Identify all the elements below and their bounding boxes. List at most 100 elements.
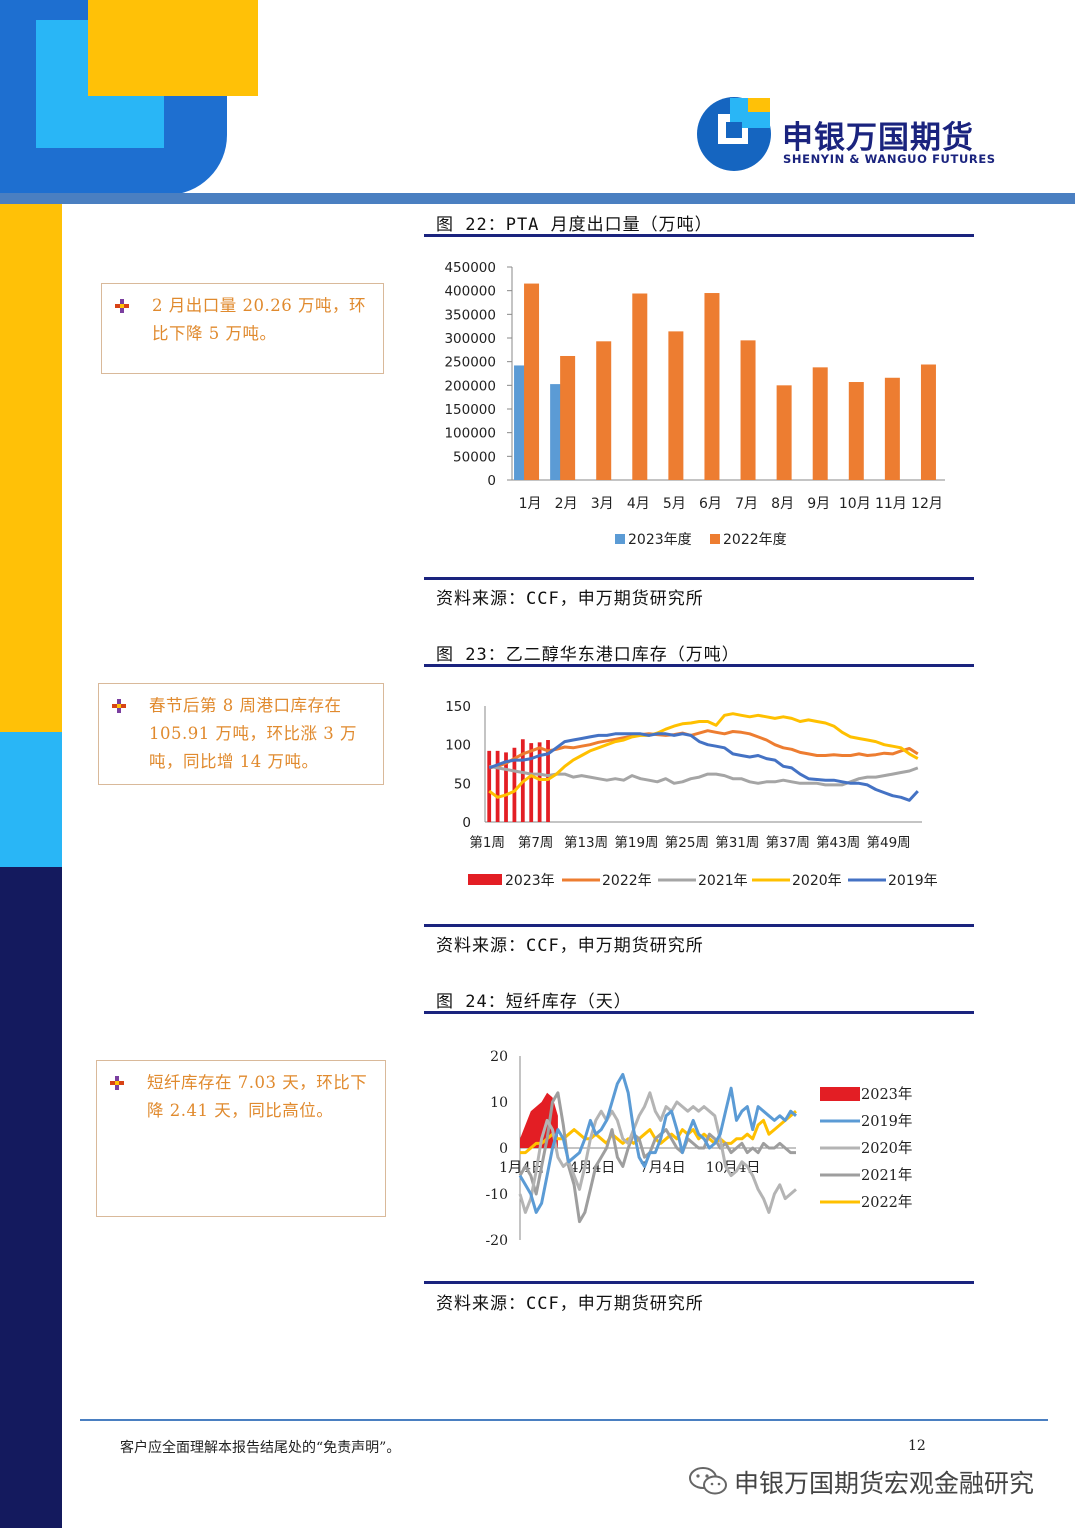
y-tick-label: 250000 [444, 355, 496, 371]
chart-pta-monthly-export: 0 50000 100000 150000 200000 250000 300000 3500… [444, 260, 945, 548]
legend-label: 2023年度 [628, 532, 692, 548]
x-tick-label: 4月4日 [569, 1160, 615, 1176]
x-tick-label: 7月 [735, 496, 758, 512]
figure-24-source: 资料来源：CCF，申万期货研究所 [436, 1294, 704, 1314]
legend-swatch [820, 1087, 860, 1101]
bar [529, 743, 534, 822]
bar [504, 752, 508, 822]
x-tick-label: 第25周 [665, 834, 709, 851]
legend-label: 2019年 [861, 1113, 912, 1130]
x-tick-label: 2月 [555, 496, 578, 512]
bar [560, 355, 576, 480]
bar [596, 341, 612, 480]
figure-22-bottom-rule [424, 577, 974, 580]
x-tick-label: 9月 [807, 496, 830, 512]
figure-24-bottom-rule [424, 1281, 974, 1284]
bar [537, 742, 542, 822]
legend-label: 2020年 [861, 1140, 912, 1157]
bar [740, 340, 756, 480]
chart-meg-port-inventory: 0 50 100 150 第1周 第7周 第13周 第19周 第25周 第31周 第37周 第43周第… [445, 699, 938, 889]
watermark-text: 申银万国期货宏观金融研究 [734, 1469, 1035, 1498]
y-tick-label: 450000 [444, 260, 496, 276]
figure-22-title: 图 22：PTA 月度出口量（万吨） [436, 215, 713, 235]
bullet-icon [110, 1076, 124, 1090]
x-tick-label: 第13周 [564, 834, 608, 851]
y-tick-label: -10 [485, 1187, 508, 1203]
series-line [488, 712, 919, 799]
x-tick-label: 第19周 [614, 834, 658, 851]
company-name-en: SHENYIN & WANGUO FUTURES [783, 152, 996, 166]
footer-watermark: 申银万国期货宏观金融研究 [688, 1462, 1058, 1502]
figure-23-callout: 春节后第 8 周港口库存在 105.91 万吨，环比涨 3 万吨，同比增 14 … [98, 683, 384, 785]
y-tick-label: 50 [454, 776, 471, 792]
callout-text: 短纤库存在 7.03 天，环比下降 2.41 天，同比高位。 [147, 1073, 368, 1120]
logo-mark-icon [697, 97, 771, 171]
series-line [518, 1091, 797, 1214]
y-tick-label: 100000 [444, 426, 496, 442]
legend-label: 2020年 [792, 873, 842, 889]
callout-text: 2 月出口量 20.26 万吨，环比下降 5 万吨。 [152, 296, 366, 343]
x-tick-label: 3月 [591, 496, 614, 512]
y-tick-label: 20 [490, 1049, 508, 1065]
figure-23-source: 资料来源：CCF，申万期货研究所 [436, 936, 704, 956]
figure-24-top-rule [424, 1011, 974, 1014]
legend-label: 2021年 [698, 873, 748, 889]
y-tick-label: 400000 [444, 284, 496, 300]
bar [776, 385, 792, 480]
bar [668, 331, 684, 480]
callout-text: 春节后第 8 周港口库存在 105.91 万吨，环比涨 3 万吨，同比增 14 … [149, 696, 357, 771]
figure-22-source: 资料来源：CCF，申万期货研究所 [436, 589, 704, 609]
side-stripe [0, 204, 62, 1528]
y-tick-label: 0 [462, 815, 471, 831]
legend-label: 2022年 [602, 873, 652, 889]
series-line [488, 729, 919, 770]
legend-label: 2022年 [861, 1194, 912, 1211]
legend-label: 2022年度 [723, 532, 787, 548]
x-tick-label: 11月 [875, 496, 907, 512]
bar [704, 293, 720, 480]
bullet-icon [115, 299, 129, 313]
x-tick-label: 4月 [627, 496, 650, 512]
y-tick-label: 10 [490, 1095, 508, 1111]
footer-rule [80, 1419, 1048, 1421]
x-tick-label: 第31周 [715, 834, 759, 851]
bar [487, 750, 492, 822]
x-tick-label: 6月 [699, 496, 722, 512]
x-tick-label: 1月4日 [499, 1160, 545, 1176]
bar [524, 283, 540, 480]
y-tick-label: 300000 [444, 331, 496, 347]
bar [495, 750, 500, 822]
figure-22-callout: 2 月出口量 20.26 万吨，环比下降 5 万吨。 [101, 283, 384, 374]
series-line [488, 732, 919, 802]
bar [812, 367, 828, 480]
legend-label: 2019年 [888, 873, 938, 889]
x-tick-label: 1月 [519, 496, 542, 512]
y-tick-label: 350000 [444, 307, 496, 323]
bar [920, 364, 936, 480]
wechat-icon [689, 1467, 727, 1495]
series-line [518, 1072, 797, 1214]
footer-disclaimer: 客户应全面理解本报告结尾处的“免责声明”。 [120, 1440, 401, 1456]
bar [884, 377, 900, 480]
y-tick-label: 0 [499, 1141, 508, 1157]
figure-22-top-rule [424, 234, 974, 237]
figure-23-title: 图 23：乙二醇华东港口库存（万吨） [436, 645, 740, 665]
x-tick-label: 7月4日 [640, 1160, 686, 1176]
legend-label: 2023年 [505, 873, 555, 889]
bar [848, 382, 864, 480]
figure-24-title: 图 24：短纤库存（天） [436, 992, 632, 1012]
y-tick-label: 150 [445, 699, 471, 715]
legend-swatch [615, 534, 625, 544]
y-tick-label: 100 [445, 738, 471, 754]
y-tick-label: 200000 [444, 378, 496, 394]
legend-label: 2021年 [861, 1167, 912, 1184]
x-tick-label: 第49周 [866, 834, 910, 851]
x-tick-label: 12月 [911, 496, 943, 512]
x-tick-label: 5月 [663, 496, 686, 512]
x-tick-label: 第1周 [469, 834, 505, 851]
legend-label: 2023年 [861, 1086, 912, 1103]
x-tick-label: 第37周 [766, 834, 810, 851]
header-rule [0, 193, 1075, 204]
figure-23-top-rule [424, 664, 974, 667]
